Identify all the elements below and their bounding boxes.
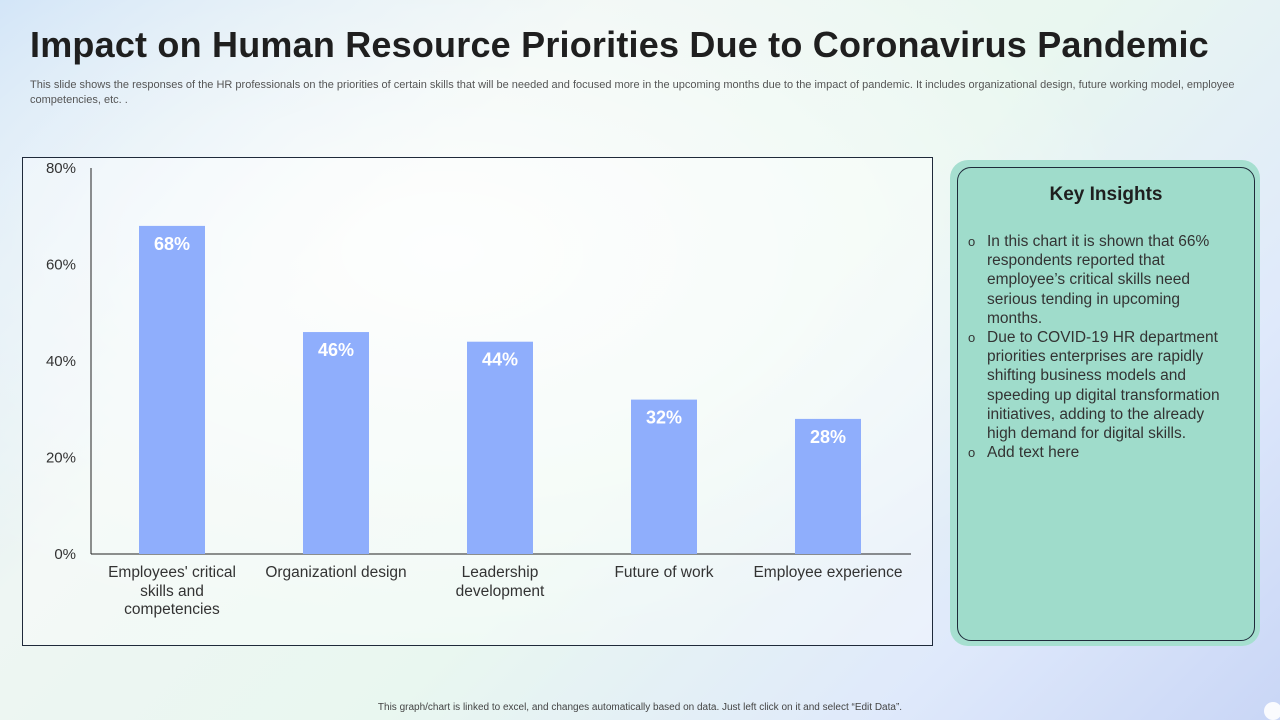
footer-note: This graph/chart is linked to excel, and… xyxy=(377,702,903,713)
x-category-label: Employee experience xyxy=(753,564,903,581)
y-tick-label: 0% xyxy=(54,546,76,563)
bullet-icon: o xyxy=(968,330,976,346)
bar-data-label: 44% xyxy=(482,350,518,370)
y-tick-label: 60% xyxy=(46,257,76,274)
bar[interactable] xyxy=(795,418,861,554)
bar[interactable] xyxy=(631,399,697,554)
bar-data-label: 68% xyxy=(154,234,190,254)
bar[interactable] xyxy=(303,332,369,554)
x-category-label: Leadership development xyxy=(455,564,545,600)
x-category-label: Organizationl design xyxy=(265,564,407,581)
insight-text: Due to COVID-19 HR department priorities… xyxy=(987,329,1220,443)
y-tick-label: 40% xyxy=(46,353,76,370)
bar[interactable] xyxy=(139,225,205,554)
bullet-icon: o xyxy=(968,234,976,249)
insight-text: Add text here xyxy=(987,444,1080,462)
y-tick-label: 20% xyxy=(46,450,76,467)
corner-dot xyxy=(1264,702,1280,720)
insight-item: o In this chart it is shown that 66% resp… xyxy=(968,232,1230,328)
insights-list: o In this chart it is shown that 66% resp… xyxy=(968,232,1230,462)
insight-text: In this chart it is shown that 66% respo… xyxy=(987,233,1210,327)
insights-panel[interactable] xyxy=(957,167,1255,641)
insight-item: o Add text here xyxy=(968,443,1230,462)
x-category-label: Future of work xyxy=(614,564,714,581)
bar-chart[interactable]: 0% 20% 40% 60% 80% 68% 46% 44% 32% 28% xyxy=(23,158,934,647)
bar[interactable] xyxy=(467,341,533,554)
slide-title: Impact on Human Resource Priorities Due … xyxy=(30,24,1209,65)
y-tick-label: 80% xyxy=(46,160,76,177)
insight-item: o Due to COVID-19 HR department prioritie… xyxy=(968,328,1230,443)
slide-subtitle: This slide shows the responses of the HR… xyxy=(30,79,1235,106)
bar-data-label: 32% xyxy=(646,408,682,428)
insights-title: Key Insights xyxy=(1049,184,1163,205)
bullet-icon: o xyxy=(968,445,976,461)
bar-data-label: 46% xyxy=(318,340,354,360)
bar-data-label: 28% xyxy=(810,427,846,447)
chart-panel[interactable]: 0% 20% 40% 60% 80% 68% 46% 44% 32% 28% Employees'… xyxy=(22,157,933,646)
x-category-label: Employees' critical skills and competenc… xyxy=(108,564,236,618)
